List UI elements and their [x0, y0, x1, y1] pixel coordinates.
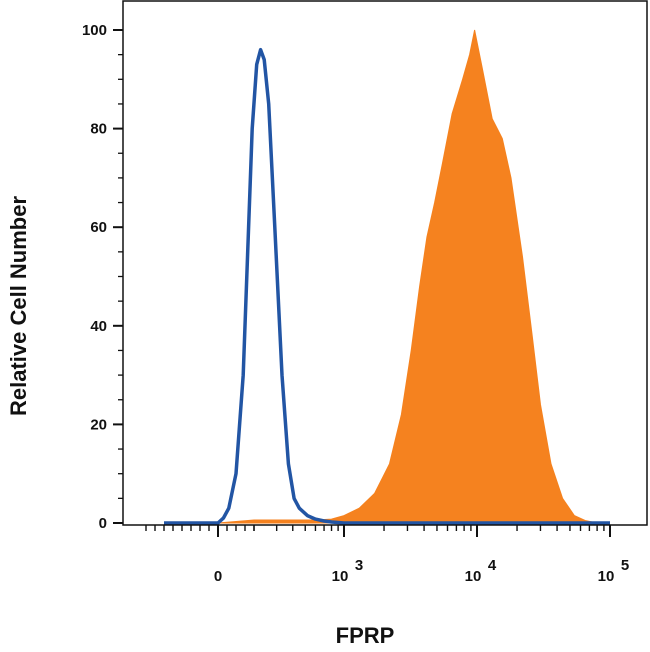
x-axis-ticks: 0 10 3 10 4 10 5 [145, 525, 629, 585]
x-tick-exponent: 5 [621, 557, 629, 574]
plot-frame [122, 0, 648, 526]
y-axis-ticks: 0 20 40 60 80 100 [82, 22, 123, 532]
x-tick-exponent: 4 [488, 557, 497, 574]
series-outline-histogram [164, 47, 610, 525]
y-tick-label: 20 [90, 416, 107, 433]
x-axis-title: FPRP [336, 623, 395, 648]
series-filled-histogram [164, 29, 610, 524]
x-tick-label: 10 [332, 568, 349, 585]
x-tick-exponent: 3 [355, 557, 363, 574]
y-tick-label: 80 [90, 121, 107, 138]
axis-layer [122, 0, 648, 526]
x-tick-label: 10 [465, 568, 482, 585]
y-tick-label: 100 [82, 22, 107, 39]
x-tick-label: 10 [598, 568, 615, 585]
series-layer [164, 29, 610, 525]
y-tick-label: 0 [99, 515, 107, 532]
y-axis-title: Relative Cell Number [6, 196, 31, 417]
x-tick-label: 0 [214, 568, 222, 585]
y-tick-label: 40 [90, 318, 107, 335]
y-tick-label: 60 [90, 219, 107, 236]
